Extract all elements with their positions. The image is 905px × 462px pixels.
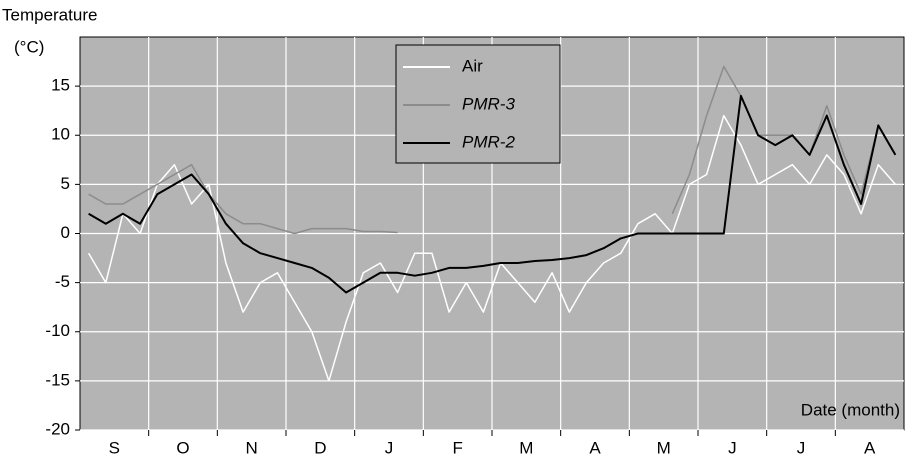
legend-label: PMR-2	[462, 132, 515, 151]
series-line	[88, 163, 398, 235]
y-tick-label: 0	[61, 223, 70, 242]
x-tick-label: M	[657, 438, 671, 457]
x-tick-label: N	[246, 438, 258, 457]
x-tick-label: J	[385, 438, 394, 457]
y-tick-label: -10	[45, 321, 70, 340]
series-line	[88, 94, 897, 294]
legend-label: PMR-3	[462, 94, 515, 113]
x-tick-label: S	[109, 438, 120, 457]
series-line	[87, 114, 896, 382]
y-tick-label: 10	[51, 125, 70, 144]
y-tick-label: -20	[45, 419, 70, 438]
y-tick-label: -5	[55, 272, 70, 291]
legend-label: Air	[462, 56, 483, 75]
y-axis-label: Temperature	[2, 5, 97, 24]
series-line	[671, 65, 897, 215]
x-axis-label: Date (month)	[801, 400, 900, 419]
y-axis-unit: (°C)	[14, 37, 44, 56]
x-tick-label: A	[864, 438, 876, 457]
y-tick-label: 15	[51, 76, 70, 95]
x-tick-label: A	[589, 438, 601, 457]
x-tick-label: F	[452, 438, 462, 457]
y-tick-label: -15	[45, 370, 70, 389]
x-tick-label: M	[519, 438, 533, 457]
x-tick-label: O	[176, 438, 189, 457]
y-tick-label: 5	[61, 174, 70, 193]
x-tick-label: J	[728, 438, 737, 457]
x-tick-label: J	[797, 438, 806, 457]
x-tick-label: D	[314, 438, 326, 457]
